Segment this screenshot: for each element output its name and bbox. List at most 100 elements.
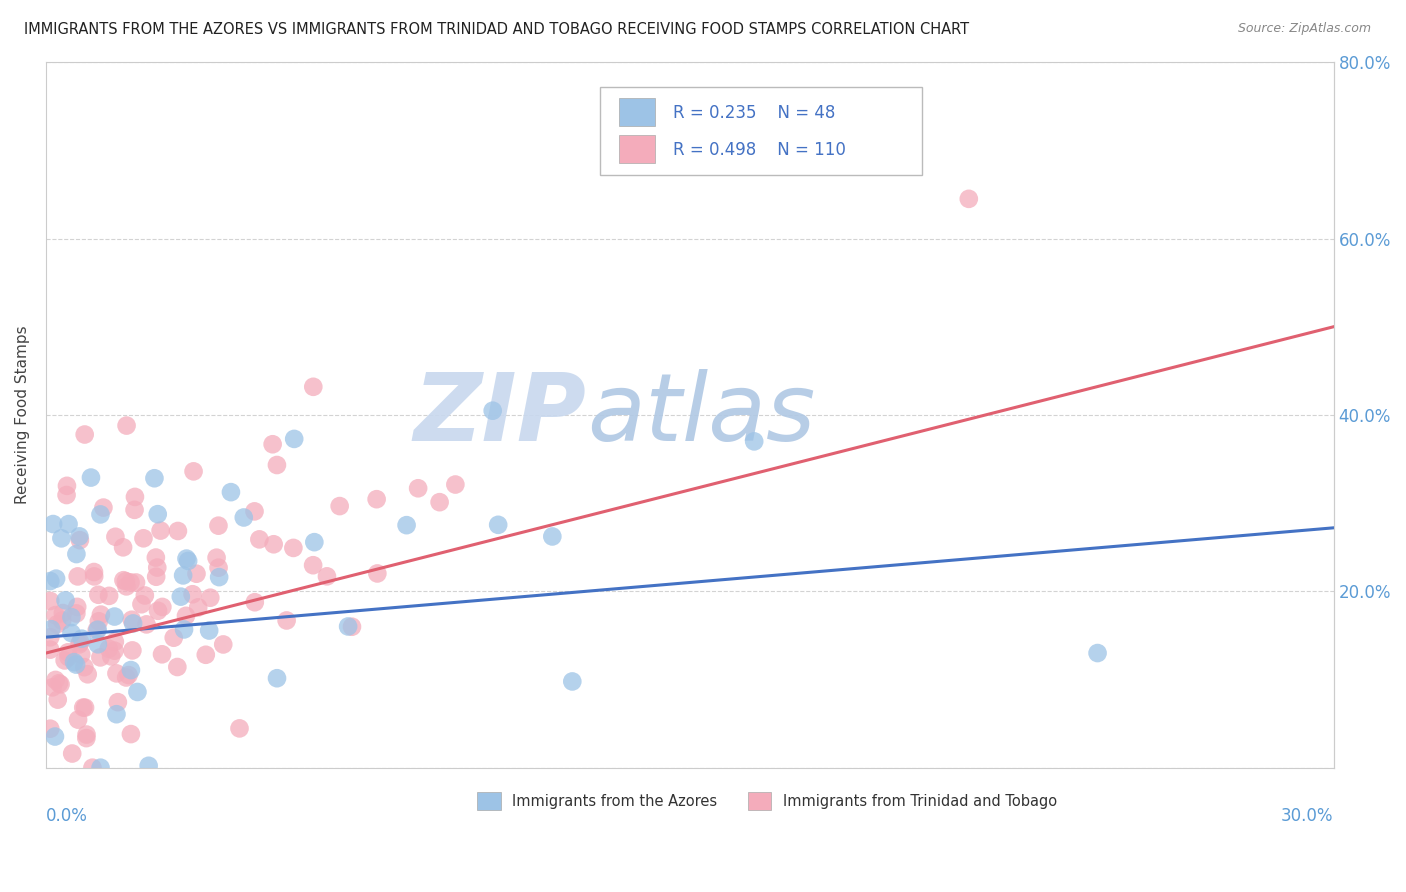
Point xyxy=(121,613,143,627)
Point xyxy=(55,593,77,607)
Point xyxy=(134,589,156,603)
Point xyxy=(143,471,166,485)
Point xyxy=(83,569,105,583)
Point xyxy=(173,623,195,637)
Point xyxy=(112,541,135,555)
Point xyxy=(51,532,73,546)
Point xyxy=(83,565,105,579)
Point xyxy=(69,635,91,649)
Point xyxy=(39,642,62,657)
Text: ZIP: ZIP xyxy=(413,369,586,461)
Point xyxy=(120,727,142,741)
Point xyxy=(207,560,229,574)
Point xyxy=(124,490,146,504)
Text: Source: ZipAtlas.com: Source: ZipAtlas.com xyxy=(1237,22,1371,36)
Point xyxy=(276,614,298,628)
Point xyxy=(366,492,388,507)
Point xyxy=(219,485,242,500)
Point xyxy=(207,518,229,533)
Point xyxy=(41,681,63,695)
Point xyxy=(115,579,138,593)
Point xyxy=(187,600,209,615)
Point xyxy=(69,533,91,548)
Point xyxy=(138,759,160,773)
Point xyxy=(87,588,110,602)
Point xyxy=(957,192,980,206)
Point xyxy=(228,722,250,736)
Point xyxy=(60,626,83,640)
Point xyxy=(86,623,108,637)
Bar xyxy=(619,98,655,126)
Point xyxy=(395,518,418,533)
Y-axis label: Receiving Food Stamps: Receiving Food Stamps xyxy=(15,326,30,504)
Point xyxy=(486,517,509,532)
Point xyxy=(107,695,129,709)
Point xyxy=(46,617,69,632)
Point xyxy=(266,671,288,685)
Point xyxy=(105,707,128,722)
Point xyxy=(247,533,270,547)
Point xyxy=(67,637,90,651)
Point xyxy=(89,508,111,522)
Point xyxy=(205,550,228,565)
Point xyxy=(65,547,87,561)
Point xyxy=(541,529,564,543)
Point xyxy=(75,731,97,745)
Point xyxy=(167,524,190,538)
Point xyxy=(177,554,200,568)
Point xyxy=(243,504,266,518)
Point xyxy=(135,617,157,632)
Point xyxy=(63,655,86,669)
Point xyxy=(340,620,363,634)
Point xyxy=(212,637,235,651)
Point xyxy=(87,615,110,629)
Point xyxy=(444,477,467,491)
Point xyxy=(329,499,352,513)
Point xyxy=(163,631,186,645)
Point xyxy=(52,606,75,620)
Point xyxy=(70,632,93,646)
Point xyxy=(51,614,73,628)
Point xyxy=(172,568,194,582)
Point xyxy=(120,575,142,590)
Point xyxy=(337,619,360,633)
Point xyxy=(115,418,138,433)
Point xyxy=(124,503,146,517)
Point xyxy=(56,479,79,493)
Point xyxy=(93,500,115,515)
Point xyxy=(146,560,169,574)
Point xyxy=(481,403,503,417)
Point xyxy=(87,637,110,651)
Point xyxy=(82,761,104,775)
Point xyxy=(243,595,266,609)
Text: Immigrants from the Azores: Immigrants from the Azores xyxy=(512,794,717,809)
Point xyxy=(100,649,122,664)
Point xyxy=(86,623,108,637)
Point xyxy=(150,648,173,662)
Point xyxy=(73,700,96,714)
Point xyxy=(194,648,217,662)
Text: 30.0%: 30.0% xyxy=(1281,806,1334,824)
Point xyxy=(65,607,87,621)
Point xyxy=(166,660,188,674)
Point xyxy=(122,616,145,631)
Point xyxy=(121,643,143,657)
Point xyxy=(127,685,149,699)
Point xyxy=(97,641,120,656)
Point xyxy=(89,650,111,665)
Point xyxy=(132,531,155,545)
Point xyxy=(283,432,305,446)
Point xyxy=(53,653,76,667)
Point xyxy=(90,761,112,775)
Point xyxy=(44,608,66,623)
Point xyxy=(60,747,83,761)
Point xyxy=(406,481,429,495)
Point xyxy=(66,599,89,614)
Point xyxy=(117,668,139,682)
Point xyxy=(186,566,208,581)
Point xyxy=(45,572,67,586)
Point xyxy=(44,730,66,744)
Bar xyxy=(748,792,770,810)
Point xyxy=(112,573,135,587)
Point xyxy=(232,510,254,524)
